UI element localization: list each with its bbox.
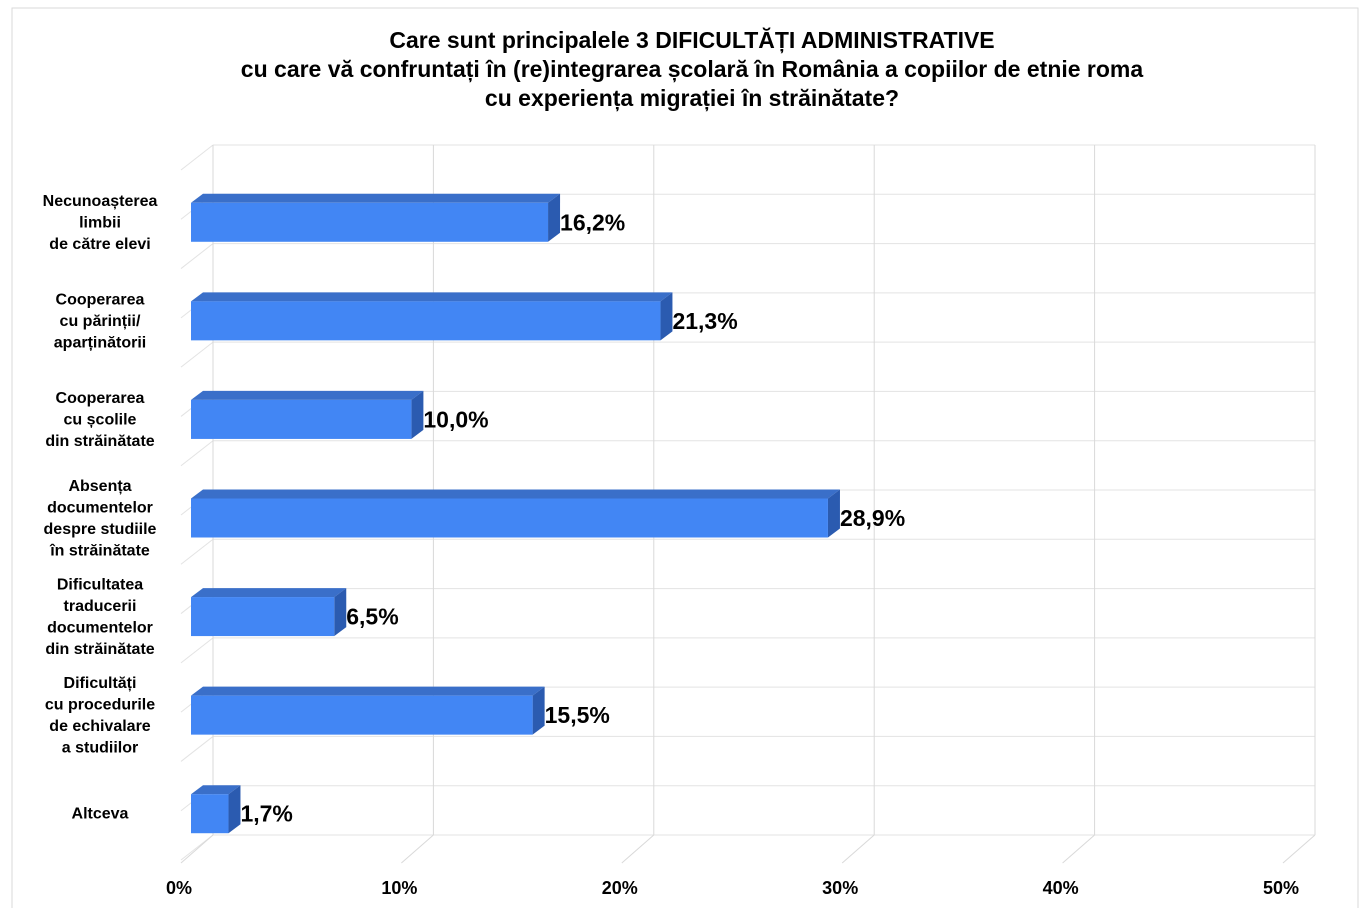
bar-top [191, 193, 561, 203]
y-tick-label: cu școlile [64, 411, 137, 428]
x-tick-label: 30% [822, 878, 858, 898]
x-tick-label: 50% [1263, 878, 1299, 898]
x-tick-label: 20% [602, 878, 638, 898]
bar [191, 794, 229, 834]
value-label: 21,3% [672, 308, 737, 334]
y-tick-label: Altceva [72, 806, 129, 823]
bar-side [334, 588, 347, 637]
x-tick-label: 0% [166, 878, 192, 898]
side-grid-line [180, 440, 214, 467]
bar-side [548, 193, 561, 242]
bar-top [191, 292, 673, 302]
value-label: 6,5% [346, 604, 398, 630]
bar-side [228, 785, 241, 834]
floor-grid-line [1282, 834, 1316, 864]
chart-title: cu care vă confruntați în (re)integrarea… [241, 56, 1144, 83]
y-tick-label: Necunoașterea [43, 193, 158, 210]
value-label: 10,0% [423, 406, 488, 432]
bar [191, 202, 549, 242]
y-tick-label: Cooperarea [56, 390, 145, 407]
floor-grid-line [180, 834, 214, 864]
x-tick-label: 40% [1043, 878, 1079, 898]
value-label: 28,9% [840, 505, 905, 531]
bar [191, 399, 412, 439]
chart-title: cu experiența migrației în străinătate? [485, 85, 899, 112]
y-tick-label: din străinătate [45, 641, 154, 658]
y-tick-label: cu procedurile [45, 696, 155, 713]
bar-side [532, 686, 545, 735]
y-tick-label: Cooperarea [56, 291, 145, 308]
value-label: 15,5% [545, 702, 610, 728]
y-tick-label: despre studiile [44, 521, 157, 538]
side-grid-line [180, 637, 214, 664]
floor-grid-line [621, 834, 655, 864]
bar-side [660, 292, 673, 341]
y-tick-label: din străinătate [45, 433, 154, 450]
bar-top [191, 588, 347, 598]
chart-frame [11, 7, 1359, 908]
y-tick-label: Absența [68, 478, 131, 495]
side-grid-line [180, 341, 214, 368]
bar-top [191, 390, 424, 400]
y-tick-label: Dificultatea [57, 576, 143, 593]
side-grid-line [180, 243, 214, 269]
floor-grid-line [401, 834, 434, 864]
y-tick-label: a studiilor [62, 739, 138, 756]
bar [191, 597, 335, 637]
y-tick-label: Dificultăți [64, 675, 137, 692]
y-tick-label: documentelor [47, 499, 153, 516]
bar-side [827, 489, 840, 538]
bar-top [191, 489, 840, 499]
bar-side [411, 390, 424, 439]
y-tick-label: de către elevi [49, 236, 150, 253]
side-grid-line [180, 736, 214, 762]
bar [191, 695, 533, 735]
bar-top [191, 686, 545, 696]
value-label: 1,7% [240, 801, 292, 827]
floor-grid-line [1062, 834, 1095, 864]
y-tick-label: limbii [79, 214, 121, 231]
x-tick-label: 10% [381, 878, 417, 898]
y-tick-label: de echivalare [49, 718, 151, 735]
chart-title: Care sunt principalele 3 DIFICULTĂȚI ADM… [389, 26, 994, 53]
side-grid-line [180, 144, 214, 171]
bar-top [191, 785, 241, 795]
floor-grid-line [841, 834, 875, 864]
y-tick-label: în străinătate [49, 542, 150, 559]
y-tick-label: documentelor [47, 619, 153, 636]
side-grid-line [180, 538, 214, 565]
value-label: 16,2% [560, 209, 625, 235]
bar [191, 301, 661, 341]
y-tick-label: traducerii [64, 598, 137, 615]
bar [191, 498, 828, 538]
y-tick-label: cu părinții/ [60, 313, 141, 330]
y-tick-label: aparținătorii [54, 334, 146, 351]
